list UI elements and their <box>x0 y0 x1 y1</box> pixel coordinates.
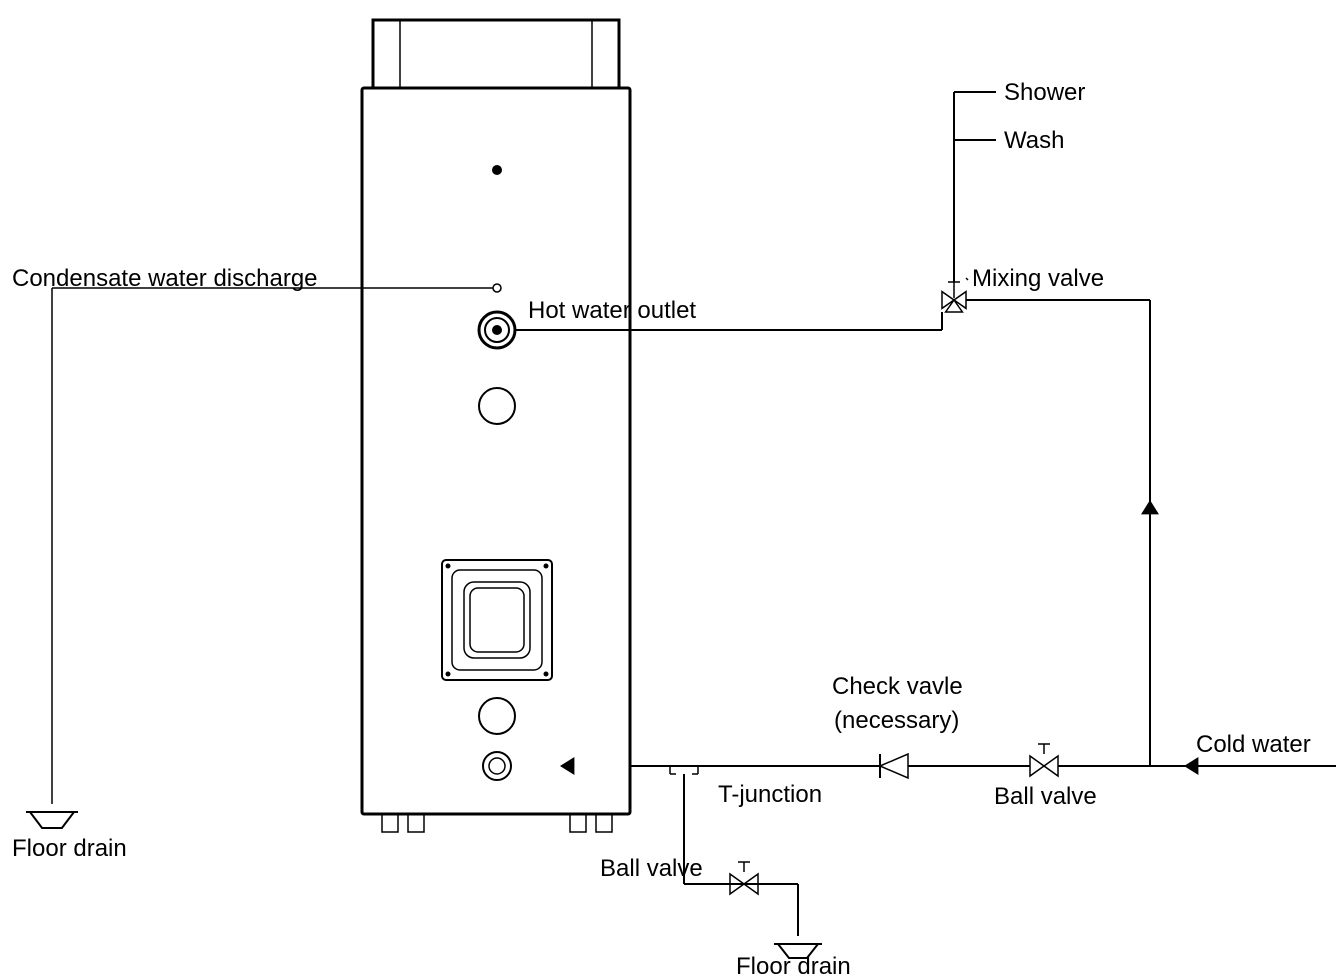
label-mixing-valve: Mixing valve <box>972 265 1104 292</box>
cold-inlet-port <box>483 752 511 780</box>
ball-valve-icon <box>1030 756 1058 776</box>
heater-cap <box>373 20 619 88</box>
condensate-port <box>493 284 501 292</box>
label-floor-drain: Floor drain <box>12 835 127 862</box>
unit-foot <box>408 814 424 832</box>
panel-outer <box>442 560 552 680</box>
panel-inner <box>452 570 542 670</box>
label-t-junction: T-junction <box>718 781 822 808</box>
floor-drain-icon <box>26 812 78 828</box>
label-wash: Wash <box>1004 127 1064 154</box>
port-dot <box>492 165 502 175</box>
label-check-valve: Check vavle <box>832 673 963 700</box>
label-hot-outlet: Hot water outlet <box>528 297 696 324</box>
label-check-valve-note: (necessary) <box>834 707 959 734</box>
label-ball-valve: Ball valve <box>994 783 1097 810</box>
port-circle <box>479 388 515 424</box>
unit-foot <box>570 814 586 832</box>
check-valve-icon <box>880 754 908 778</box>
unit-foot <box>382 814 398 832</box>
flow-arrow <box>560 757 574 775</box>
plumbing-diagram: Shower Wash Mixing valve Hot water outlet Co… <box>0 0 1336 978</box>
label-floor-drain: Floor drain <box>736 953 851 978</box>
flow-arrow <box>1184 757 1198 775</box>
label-shower: Shower <box>1004 79 1085 106</box>
label-condensate: Condensate water discharge <box>12 265 318 292</box>
port-circle <box>479 698 515 734</box>
flow-arrow <box>1141 500 1159 514</box>
label-ball-valve: Ball valve <box>600 855 703 882</box>
label-cold-water: Cold water <box>1196 731 1311 758</box>
unit-foot <box>596 814 612 832</box>
heater-body <box>362 88 630 814</box>
